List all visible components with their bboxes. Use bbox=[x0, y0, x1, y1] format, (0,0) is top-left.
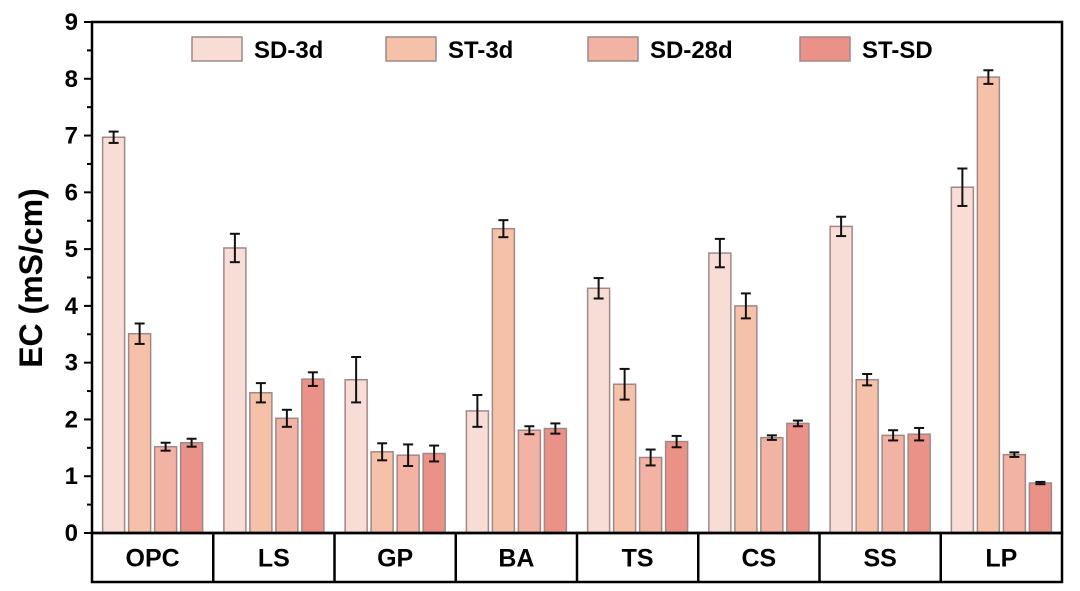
y-axis-title: EC (mS/cm) bbox=[13, 188, 49, 368]
category-label-LS: LS bbox=[258, 545, 290, 573]
y-tick-label-7: 7 bbox=[65, 123, 78, 150]
bar-ST-3d-OPC bbox=[127, 332, 152, 534]
bar-ST-SD-OPC bbox=[179, 441, 204, 534]
bar-SD-3d-LS bbox=[223, 247, 247, 534]
bar-SD-28d-SS bbox=[881, 434, 905, 534]
bar-ST-3d-LS bbox=[249, 392, 273, 534]
bar-SD-3d-OPC bbox=[101, 136, 126, 534]
bar-SD-28d-OPC bbox=[153, 445, 178, 534]
bar-ST-3d-LP bbox=[976, 76, 1001, 534]
bar-ST-3d-TS bbox=[612, 383, 637, 534]
category-label-SS: SS bbox=[863, 545, 896, 573]
category-label-BA: BA bbox=[498, 545, 534, 573]
bar-SD-3d-BA bbox=[465, 410, 490, 534]
bar-SD-28d-BA bbox=[517, 429, 542, 534]
y-tick-label-9: 9 bbox=[65, 9, 78, 36]
bar-ST-SD-BA bbox=[543, 427, 568, 534]
category-label-LP: LP bbox=[985, 545, 1017, 573]
bar-SD-3d-SS bbox=[829, 225, 853, 534]
category-label-CS: CS bbox=[742, 545, 777, 573]
y-tick-label-4: 4 bbox=[65, 293, 79, 320]
legend-label-ST-SD: ST-SD bbox=[862, 37, 933, 64]
bar-ST-3d-BA bbox=[491, 227, 516, 534]
y-tick-label-8: 8 bbox=[65, 66, 78, 93]
bar-ST-3d-CS bbox=[734, 305, 758, 534]
bar-SD-28d-LP bbox=[1002, 453, 1027, 534]
bar-ST-3d-SS bbox=[855, 378, 879, 534]
plot-area: 0 1 2 3 4 5 6 7 8 9 OPC LS GP BA TS CS SS LP SD-3d ST-3d SD-… bbox=[65, 9, 1064, 584]
bar-ST-SD-GP bbox=[422, 452, 446, 534]
category-label-OPC: OPC bbox=[126, 545, 180, 573]
bar-ST-SD-SS bbox=[907, 433, 931, 534]
category-label-GP: GP bbox=[377, 545, 413, 573]
bar-SD-28d-CS bbox=[760, 436, 784, 534]
legend-swatch-ST-3d bbox=[385, 36, 437, 62]
bar-ST-SD-TS bbox=[664, 440, 689, 534]
bar-ST-3d-GP bbox=[370, 451, 394, 534]
legend-swatch-ST-SD bbox=[799, 36, 851, 62]
y-tick-label-6: 6 bbox=[65, 179, 78, 206]
bar-ST-SD-LP bbox=[1028, 482, 1053, 534]
legend-swatch-SD-3d bbox=[191, 36, 243, 62]
legend-label-ST-3d: ST-3d bbox=[448, 37, 513, 64]
legend-label-SD-28d: SD-28d bbox=[650, 37, 733, 64]
bar-ST-SD-CS bbox=[786, 422, 810, 534]
legend-label-SD-3d: SD-3d bbox=[254, 37, 323, 64]
y-tick-label-1: 1 bbox=[65, 463, 78, 490]
legend-swatch-SD-28d bbox=[587, 36, 639, 62]
y-tick-label-5: 5 bbox=[65, 236, 78, 263]
bar-SD-28d-LS bbox=[275, 417, 299, 534]
bar-SD-28d-TS bbox=[638, 456, 663, 534]
bar-SD-3d-LP bbox=[950, 186, 975, 534]
y-tick-label-3: 3 bbox=[65, 350, 78, 377]
bar-SD-3d-TS bbox=[586, 287, 611, 534]
y-tick-label-2: 2 bbox=[65, 406, 78, 433]
bar-SD-3d-CS bbox=[708, 252, 732, 534]
bar-ST-SD-LS bbox=[301, 378, 325, 534]
category-label-TS: TS bbox=[622, 545, 654, 573]
y-tick-label-0: 0 bbox=[65, 520, 78, 547]
